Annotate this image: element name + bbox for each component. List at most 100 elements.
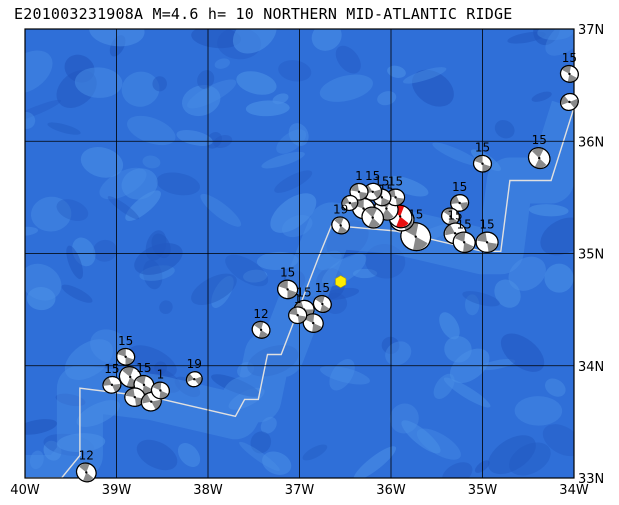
compressional-quadrant <box>534 158 547 168</box>
compressional-quadrant <box>142 393 152 404</box>
compressional-quadrant <box>287 289 297 299</box>
bathymetry-patch <box>319 287 360 301</box>
bathymetry-patch <box>236 71 277 95</box>
centroid-dot <box>348 201 352 205</box>
bathymetry-patch <box>30 196 72 232</box>
beachball-outline <box>150 381 170 400</box>
event-label: 19 <box>187 357 202 371</box>
x-tick-label: 34W <box>559 483 589 498</box>
compressional-quadrant <box>312 323 322 333</box>
centroid-dot <box>124 355 127 358</box>
bathymetry-patch <box>25 99 61 123</box>
centroid-dot <box>110 383 114 387</box>
beachball-outline <box>277 279 299 300</box>
focal-mechanism: 15 <box>450 180 470 212</box>
event-label: 12 <box>253 307 268 321</box>
bathymetry-patch <box>250 431 272 454</box>
centroid-dot <box>312 321 315 325</box>
bathymetry-patch <box>127 115 176 146</box>
focal-mechanism <box>559 92 579 112</box>
bathymetry-patch <box>211 374 260 397</box>
map-title: E201003231908A M=4.6 h= 10 NORTHERN MID-… <box>14 5 513 23</box>
compressional-quadrant <box>443 208 453 217</box>
bathymetry-patch <box>214 58 230 69</box>
focal-mechanism: 19 <box>331 202 351 235</box>
compressional-quadrant <box>463 242 474 253</box>
bathymetry-patch <box>154 361 167 375</box>
bathymetry-patch <box>200 193 242 227</box>
centroid-dot <box>357 190 361 193</box>
centroid-dot <box>463 241 466 244</box>
compressional-quadrant <box>159 390 168 399</box>
bathymetry-patch <box>411 69 454 107</box>
centroid-dot <box>142 383 146 387</box>
bathymetry-patch <box>352 268 378 279</box>
bathymetry-patch <box>500 333 545 372</box>
bathymetry-patch <box>270 193 317 233</box>
x-tick-label: 37W <box>285 483 315 498</box>
bathymetry-patch <box>385 341 412 366</box>
beachball-outline <box>452 231 476 254</box>
epicenter-marker <box>335 275 347 288</box>
compressional-quadrant <box>334 217 344 226</box>
centroid-dot <box>193 378 196 381</box>
x-tick-label: 40W <box>10 483 40 498</box>
event-label: 15 <box>457 217 472 231</box>
compressional-quadrant <box>380 197 390 206</box>
bathymetry-patch <box>540 217 574 256</box>
compressional-quadrant <box>562 65 572 74</box>
compressional-quadrant <box>83 472 94 482</box>
focal-mechanism: 15 <box>363 169 383 201</box>
centroid-dot <box>371 190 374 193</box>
ridge-axis-line <box>25 107 574 478</box>
bathymetry-patch <box>176 129 213 146</box>
centroid-dot <box>398 215 402 218</box>
bathymetry-patch <box>243 269 268 283</box>
event-label: 12 <box>79 448 94 462</box>
bathymetry-patch <box>197 70 215 90</box>
compressional-quadrant <box>320 304 330 313</box>
compressional-quadrant <box>396 216 409 228</box>
bathymetry-patch <box>353 446 397 478</box>
compressional-quadrant <box>372 189 381 199</box>
focal-mechanism: 15 <box>102 362 122 394</box>
bathymetry-patch <box>136 439 178 471</box>
compressional-quadrant <box>194 376 202 385</box>
bathymetry-patch <box>544 263 574 293</box>
bathymetry-patch <box>191 273 237 306</box>
compressional-quadrant <box>532 148 544 159</box>
focal-mechanism: 1 <box>150 367 170 400</box>
bathymetry-patch <box>121 71 160 107</box>
bathymetry-patch <box>25 50 53 94</box>
compressional-quadrant <box>289 307 298 316</box>
event-label: 15 <box>104 362 119 376</box>
focal-mechanisms: 1515151515151515515151515119151515112191… <box>75 51 579 483</box>
bathymetry-patch <box>365 244 406 279</box>
event-label: 1 <box>294 292 302 306</box>
bathymetry-patch <box>528 204 569 217</box>
compressional-quadrant <box>122 367 134 377</box>
focal-mechanism: 12 <box>75 448 97 483</box>
bathymetry-patch <box>25 419 58 435</box>
event-label: 15 <box>475 141 490 155</box>
bathymetry-patch <box>514 396 563 426</box>
compressional-quadrant <box>125 356 134 365</box>
bathymetry-patch <box>107 196 140 220</box>
bathymetry-patch <box>66 245 84 280</box>
compressional-quadrant <box>315 295 325 305</box>
map-frame <box>24 28 575 479</box>
beachball-outline <box>185 371 203 388</box>
compressional-quadrant <box>482 163 491 172</box>
bathymetry-patch <box>433 373 455 400</box>
bathymetry-patch <box>56 199 89 221</box>
compressional-quadrant <box>368 217 380 228</box>
bathymetry-patch <box>262 451 292 475</box>
bathymetry-patch <box>387 65 406 78</box>
bathymetry-patch <box>152 76 167 92</box>
beachball-outline <box>441 207 460 226</box>
focal-mechanism: 12 <box>251 307 271 339</box>
bathymetry-patch <box>125 190 161 222</box>
bathymetry-patch <box>55 393 86 407</box>
bathymetry-patch <box>159 300 173 315</box>
